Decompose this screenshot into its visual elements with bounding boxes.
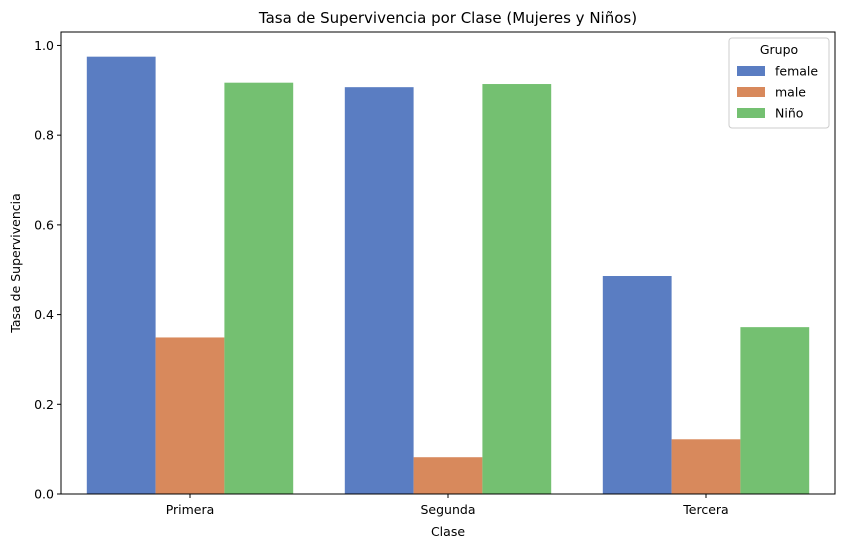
y-tick-label: 0.2 [34, 397, 54, 412]
bars-group [86, 56, 810, 495]
legend-frame [728, 37, 830, 129]
x-tick-label: Primera [166, 502, 215, 517]
y-tick-label: 1.0 [34, 38, 54, 53]
bar-tercera-female [602, 276, 672, 494]
y-tick-label: 0.0 [34, 487, 54, 502]
x-axis: Primera Segunda Tercera [166, 494, 729, 517]
legend-swatch-female [737, 66, 765, 76]
bar-primera-female [86, 56, 156, 495]
bar-segunda-niño [482, 84, 552, 494]
bar-segunda-male [413, 457, 483, 494]
x-axis-label: Clase [431, 524, 465, 539]
legend-label: male [775, 85, 806, 100]
bar-segunda-female [344, 87, 414, 495]
y-axis: 0.0 0.2 0.4 0.6 0.8 1.0 [34, 38, 61, 502]
y-tick-label: 0.8 [34, 128, 54, 143]
legend: Grupo female male Niño [728, 37, 830, 129]
bar-tercera-niño [740, 327, 810, 494]
y-tick-label: 0.4 [34, 307, 54, 322]
chart-title: Tasa de Supervivencia por Clase (Mujeres… [258, 9, 637, 27]
legend-items: female male Niño [737, 64, 818, 121]
legend-label: Niño [775, 106, 803, 121]
legend-title: Grupo [760, 42, 798, 57]
bar-primera-male [155, 337, 225, 494]
legend-swatch-niño [737, 108, 765, 118]
x-tick-label: Segunda [421, 502, 476, 517]
x-tick-label: Tercera [682, 502, 728, 517]
legend-swatch-male [737, 87, 765, 97]
bar-tercera-male [671, 439, 741, 494]
y-axis-label: Tasa de Supervivencia [8, 193, 23, 333]
bar-primera-niño [224, 82, 294, 495]
legend-label: female [775, 64, 818, 79]
y-tick-label: 0.6 [34, 217, 54, 232]
